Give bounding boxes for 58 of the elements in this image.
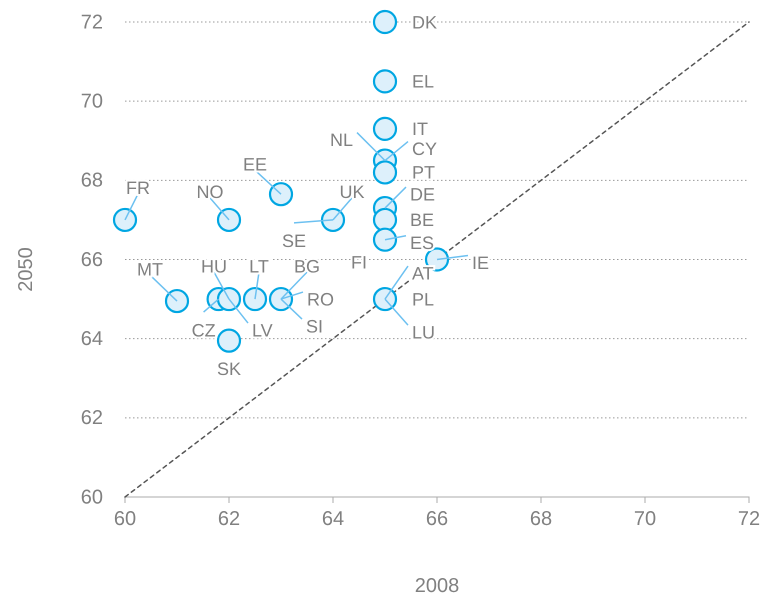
x-tick-label: 64 — [322, 508, 344, 530]
annotation: CZ — [192, 320, 216, 340]
annotation: SE — [282, 231, 306, 252]
point — [164, 288, 190, 314]
point — [216, 208, 242, 232]
x-tick-label: 72 — [738, 508, 760, 530]
y-tick-label: 72 — [80, 11, 103, 34]
annotation: RO — [307, 289, 334, 310]
y-axis-title: 2050 — [15, 247, 37, 292]
annotation: DK — [412, 12, 438, 32]
annotation: LT — [249, 256, 269, 276]
point — [242, 287, 268, 312]
y-tick-label: 68 — [80, 170, 103, 192]
annotation: HU — [201, 256, 227, 276]
x-tick-label: 62 — [218, 508, 240, 530]
point — [112, 208, 138, 232]
annotation: FI — [351, 252, 367, 272]
annotation: DE — [410, 184, 436, 204]
point — [372, 69, 398, 94]
annotation: PT — [412, 162, 436, 183]
annotation: MT — [137, 259, 163, 280]
annotation: EE — [242, 154, 268, 174]
point — [372, 287, 398, 312]
y-tick-label: 60 — [80, 486, 103, 508]
point — [320, 208, 346, 232]
annotation: IT — [412, 119, 428, 140]
annotation: ES — [410, 233, 434, 254]
x-tick-label: 66 — [426, 508, 448, 530]
x-tick-label: 70 — [634, 508, 656, 530]
annotation: CY — [412, 138, 438, 159]
annotation: NO — [196, 182, 224, 202]
y-tick-label: 66 — [80, 248, 103, 271]
y-tick-label: 70 — [80, 90, 103, 113]
point — [268, 182, 294, 206]
point — [216, 287, 242, 312]
annotation: UK — [339, 182, 365, 202]
annotation: IE — [472, 252, 490, 273]
annotation: NL — [330, 130, 353, 150]
point — [372, 160, 398, 184]
annotation: SI — [306, 316, 324, 336]
annotation: BE — [410, 210, 434, 230]
point — [216, 328, 242, 353]
y-tick-label: 64 — [80, 328, 103, 350]
y-tick-label: 62 — [80, 407, 103, 430]
x-tick-label: 60 — [114, 508, 136, 530]
point — [372, 10, 398, 34]
point — [372, 228, 398, 252]
point — [372, 208, 398, 232]
annotation: SK — [216, 358, 242, 379]
x-tick-label: 68 — [530, 508, 552, 530]
annotation: LU — [412, 322, 436, 342]
annotation: FR — [126, 178, 150, 198]
point — [372, 116, 398, 141]
annotation: EL — [412, 72, 434, 92]
annotation: PL — [412, 289, 434, 310]
annotation: LV — [252, 320, 273, 340]
x-axis-title: 2008 — [414, 575, 460, 597]
annotation: BG — [294, 256, 320, 276]
